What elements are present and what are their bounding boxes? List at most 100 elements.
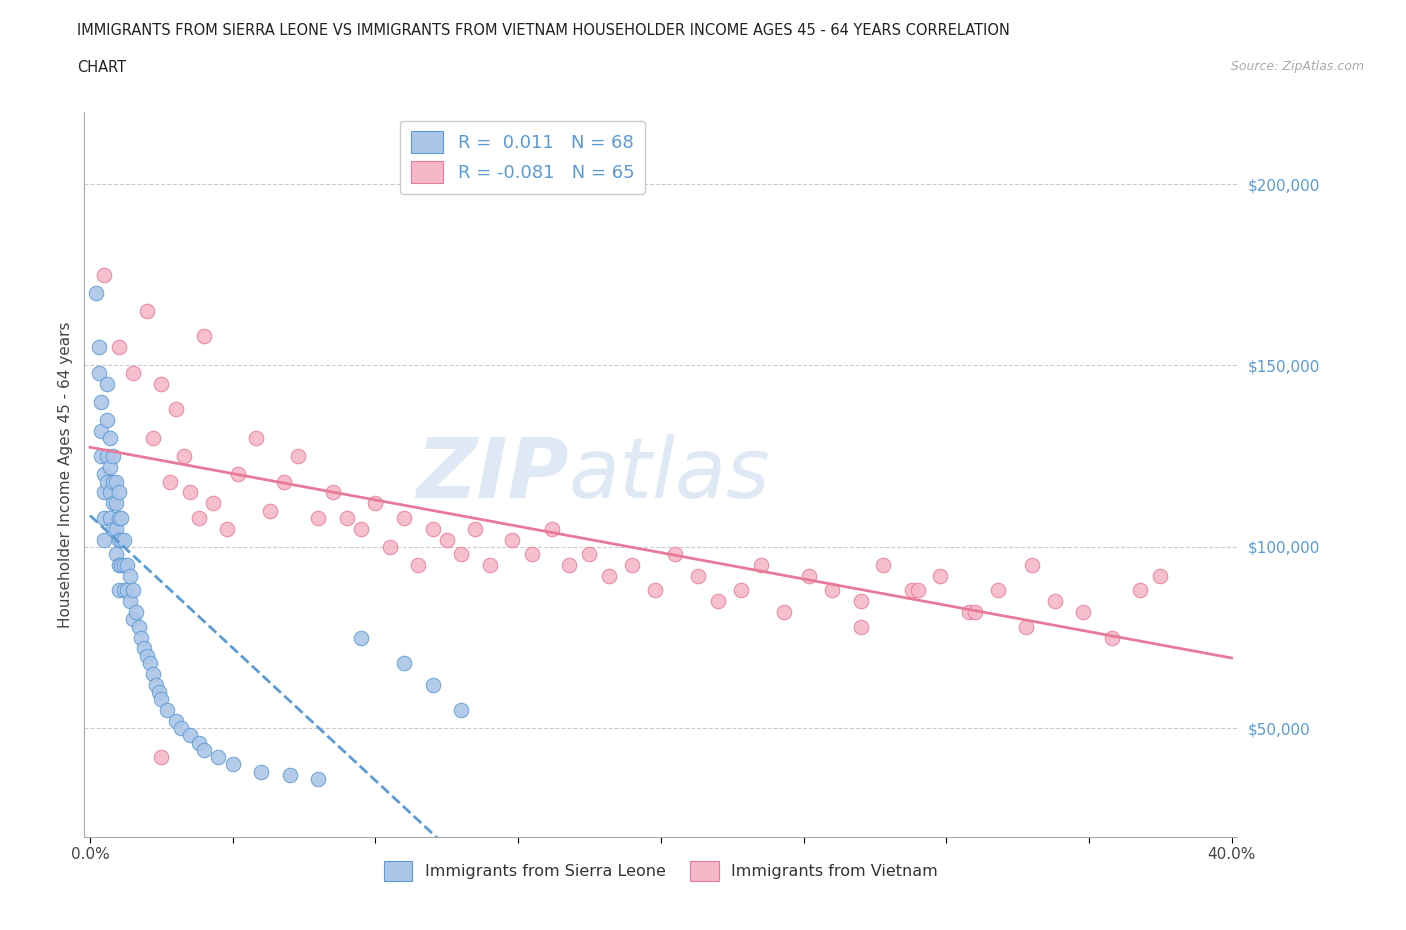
Point (907, 583, 929, 598)
Point (110, 532, 132, 547)
Point (139, 656, 162, 671)
Point (464, 521, 486, 536)
Point (90, 394, 112, 409)
Point (207, 750, 229, 764)
Point (107, 532, 129, 547)
Point (273, 474, 295, 489)
Point (101, 474, 124, 489)
Point (686, 568, 709, 583)
Point (98, 459, 121, 474)
Point (150, 692, 173, 707)
Point (96, 449, 118, 464)
Point (392, 656, 415, 671)
Point (107, 511, 129, 525)
Point (187, 736, 209, 751)
Point (406, 557, 429, 572)
Point (799, 568, 821, 583)
Point (101, 449, 124, 464)
Point (644, 583, 666, 598)
Point (142, 431, 165, 445)
Point (1149, 568, 1171, 583)
Point (104, 474, 127, 489)
Point (136, 648, 159, 663)
Point (145, 677, 167, 692)
Point (450, 703, 472, 718)
Point (350, 521, 373, 536)
Point (112, 532, 135, 547)
Point (98, 511, 121, 525)
Point (541, 521, 564, 536)
Point (436, 532, 458, 547)
Point (118, 568, 141, 583)
Text: IMMIGRANTS FROM SIERRA LEONE VS IMMIGRANTS FROM VIETNAM HOUSEHOLDER INCOME AGES : IMMIGRANTS FROM SIERRA LEONE VS IMMIGRAN… (77, 23, 1010, 38)
Point (110, 557, 132, 572)
Point (90, 449, 112, 464)
Point (193, 329, 215, 344)
Point (749, 557, 772, 572)
Point (228, 467, 250, 482)
Point (165, 402, 187, 417)
Point (322, 485, 344, 500)
Point (110, 511, 132, 525)
Point (187, 511, 209, 525)
Point (148, 684, 170, 699)
Point (259, 503, 281, 518)
Point (125, 604, 148, 619)
Point (364, 496, 387, 511)
Point (90, 423, 112, 438)
Point (93, 485, 115, 500)
Point (107, 557, 129, 572)
Point (159, 474, 181, 489)
Point (1021, 557, 1043, 572)
Point (730, 583, 752, 598)
Point (101, 496, 124, 511)
Point (134, 641, 156, 656)
Point (136, 303, 159, 318)
Point (107, 485, 129, 500)
Point (307, 511, 329, 525)
Point (422, 677, 444, 692)
Point (278, 768, 301, 783)
Point (707, 594, 730, 609)
Point (501, 532, 523, 547)
Point (104, 521, 127, 536)
Point (118, 594, 141, 609)
Point (987, 583, 1010, 598)
Point (98, 431, 121, 445)
Point (598, 568, 620, 583)
Point (156, 703, 179, 718)
Point (522, 547, 544, 562)
Point (87, 339, 110, 354)
Point (115, 557, 138, 572)
Legend: Immigrants from Sierra Leone, Immigrants from Vietnam: Immigrants from Sierra Leone, Immigrants… (377, 855, 945, 887)
Point (215, 521, 238, 536)
Point (104, 547, 127, 562)
Point (621, 557, 644, 572)
Point (1071, 604, 1094, 619)
Point (93, 268, 115, 283)
Point (664, 547, 686, 562)
Point (1015, 619, 1038, 634)
Point (107, 583, 129, 598)
Point (142, 666, 165, 681)
Text: Source: ZipAtlas.com: Source: ZipAtlas.com (1230, 60, 1364, 73)
Point (929, 568, 952, 583)
Point (901, 583, 924, 598)
Point (378, 539, 401, 554)
Point (849, 594, 872, 609)
Point (558, 557, 581, 572)
Point (250, 764, 273, 779)
Y-axis label: Householder Income Ages 45 - 64 years: Householder Income Ages 45 - 64 years (58, 321, 73, 628)
Point (98, 485, 121, 500)
Point (422, 521, 444, 536)
Point (772, 604, 794, 619)
Point (957, 604, 980, 619)
Point (179, 485, 201, 500)
Point (112, 583, 135, 598)
Point (222, 757, 245, 772)
Point (165, 713, 187, 728)
Point (128, 619, 150, 634)
Point (963, 604, 986, 619)
Point (170, 721, 193, 736)
Point (392, 511, 415, 525)
